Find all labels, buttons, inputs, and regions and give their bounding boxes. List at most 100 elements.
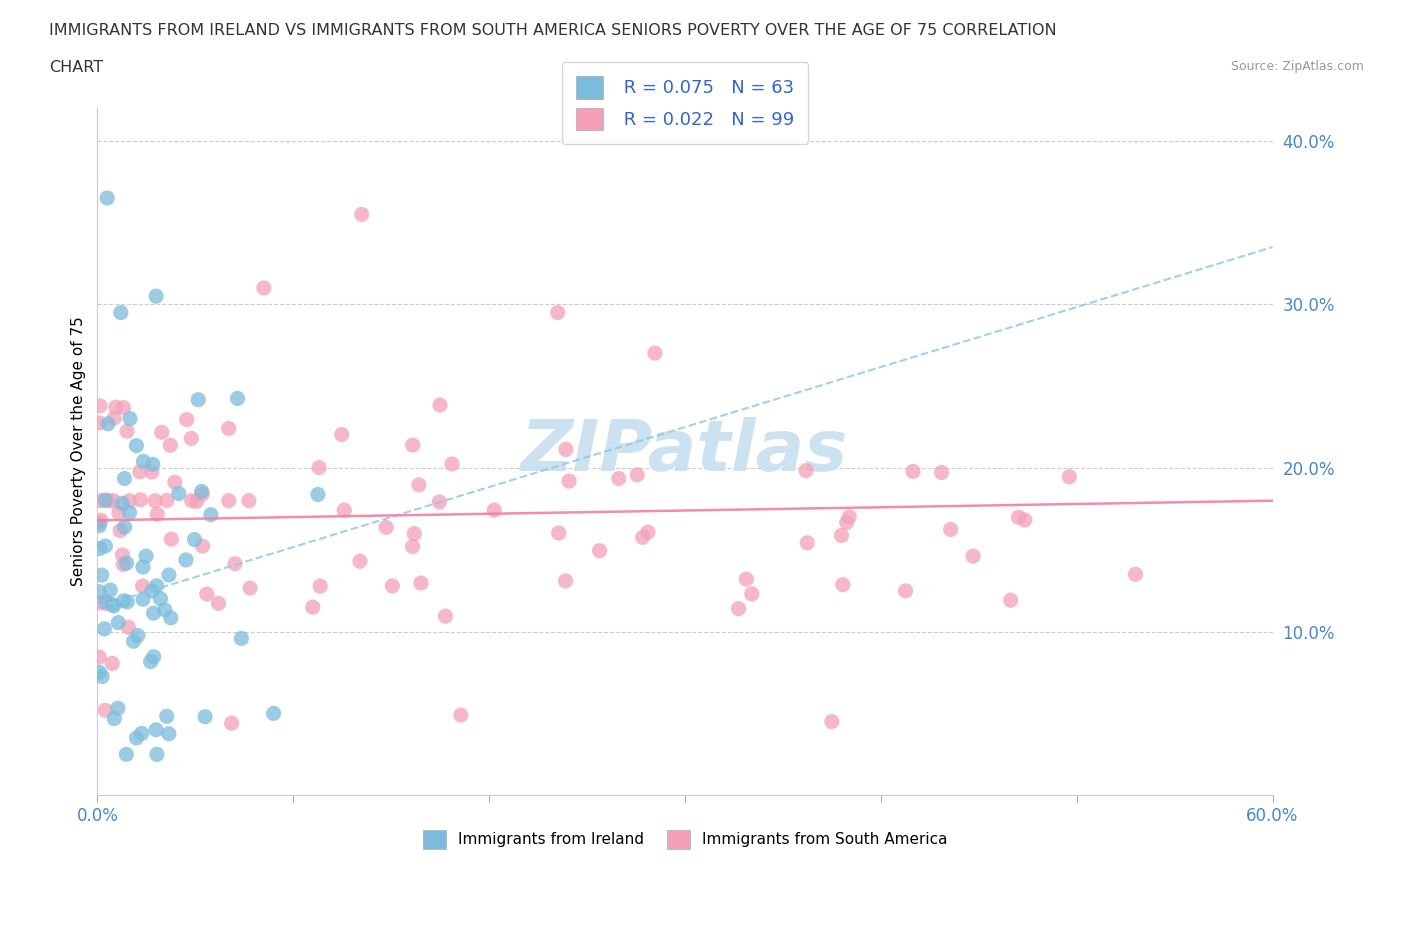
Point xyxy=(835,515,858,530)
Point xyxy=(89,515,111,530)
Point xyxy=(163,475,186,490)
Point xyxy=(794,463,817,478)
Point xyxy=(115,747,138,762)
Point xyxy=(89,416,111,431)
Point xyxy=(118,493,141,508)
Point xyxy=(89,665,111,680)
Point xyxy=(89,518,111,533)
Point xyxy=(131,578,153,593)
Point xyxy=(90,567,112,582)
Point xyxy=(309,578,332,593)
Point xyxy=(429,398,451,413)
Point xyxy=(838,510,860,525)
Point xyxy=(554,442,576,457)
Point xyxy=(117,619,139,634)
Point xyxy=(226,391,249,405)
Point xyxy=(218,421,240,436)
Point xyxy=(107,615,129,630)
Point xyxy=(90,493,112,508)
Point xyxy=(103,711,125,726)
Point xyxy=(96,596,118,611)
Point xyxy=(142,605,165,620)
Point xyxy=(146,507,169,522)
Point xyxy=(96,191,118,206)
Point xyxy=(375,520,398,535)
Point xyxy=(631,530,654,545)
Text: ZIPatlas: ZIPatlas xyxy=(522,418,849,486)
Point xyxy=(118,505,141,520)
Point xyxy=(153,603,176,618)
Point xyxy=(89,541,111,556)
Point xyxy=(94,538,117,553)
Point xyxy=(160,532,183,547)
Point xyxy=(90,512,112,527)
Point xyxy=(156,493,179,508)
Point xyxy=(180,493,202,508)
Point xyxy=(129,492,152,507)
Point xyxy=(408,477,430,492)
Point xyxy=(89,398,111,413)
Point xyxy=(94,703,117,718)
Point xyxy=(141,465,163,480)
Point xyxy=(484,503,506,518)
Point xyxy=(132,560,155,575)
Point xyxy=(112,400,135,415)
Point xyxy=(132,454,155,469)
Point xyxy=(103,411,125,426)
Point xyxy=(149,591,172,606)
Point xyxy=(401,539,423,554)
Point xyxy=(330,427,353,442)
Point xyxy=(167,486,190,501)
Point xyxy=(157,726,180,741)
Point xyxy=(146,747,169,762)
Point xyxy=(94,493,117,508)
Point xyxy=(180,431,202,445)
Point xyxy=(727,601,749,616)
Point xyxy=(125,731,148,746)
Point xyxy=(89,584,111,599)
Point xyxy=(104,400,127,415)
Point xyxy=(94,594,117,609)
Point xyxy=(112,593,135,608)
Point xyxy=(191,538,214,553)
Point xyxy=(115,594,138,609)
Point xyxy=(128,464,150,479)
Point xyxy=(89,650,111,665)
Point xyxy=(195,587,218,602)
Point xyxy=(114,472,136,486)
Point xyxy=(308,460,330,475)
Point xyxy=(142,649,165,664)
Point xyxy=(644,346,666,361)
Point xyxy=(637,525,659,539)
Point xyxy=(103,493,125,508)
Point xyxy=(402,438,425,453)
Point xyxy=(118,411,141,426)
Point xyxy=(434,609,457,624)
Point xyxy=(558,473,581,488)
Point xyxy=(588,543,610,558)
Point xyxy=(939,522,962,537)
Point xyxy=(127,628,149,643)
Point xyxy=(183,532,205,547)
Point xyxy=(607,472,630,486)
Point xyxy=(115,424,138,439)
Point xyxy=(200,507,222,522)
Point xyxy=(132,591,155,606)
Point xyxy=(191,486,214,501)
Point xyxy=(98,582,121,597)
Point xyxy=(207,596,229,611)
Point xyxy=(135,549,157,564)
Point xyxy=(187,392,209,407)
Point xyxy=(150,425,173,440)
Point xyxy=(333,503,356,518)
Point xyxy=(131,726,153,741)
Point xyxy=(626,468,648,483)
Point xyxy=(125,438,148,453)
Point xyxy=(157,567,180,582)
Point xyxy=(139,654,162,669)
Point xyxy=(110,524,132,538)
Point xyxy=(110,305,132,320)
Point xyxy=(142,457,165,472)
Point xyxy=(89,595,111,610)
Point xyxy=(107,701,129,716)
